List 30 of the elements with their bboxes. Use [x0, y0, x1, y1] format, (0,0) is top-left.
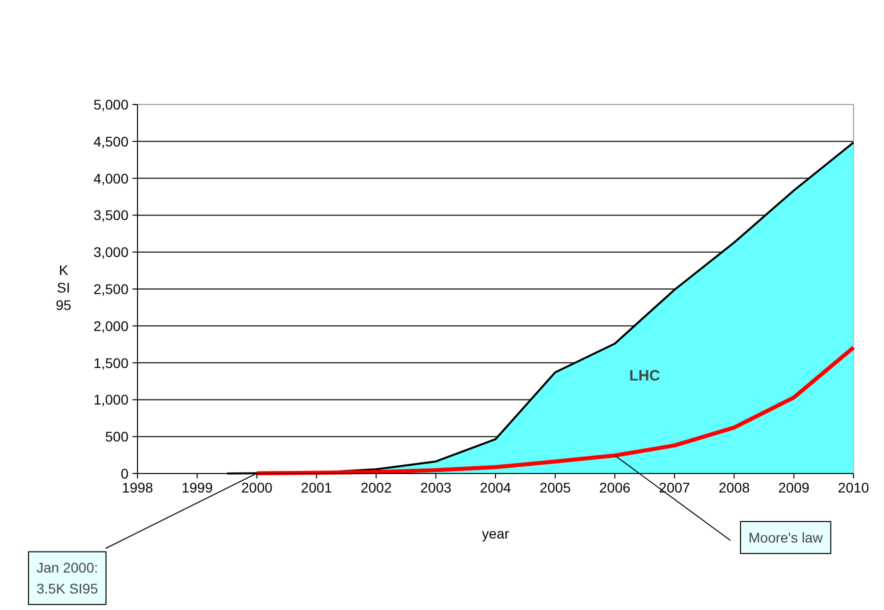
annotation: Jan 2000: 3.5K SI95 — [36, 560, 98, 596]
x-tick-label: 2007 — [658, 480, 690, 496]
y-tick-label: 1,500 — [93, 354, 129, 371]
x-tick-label: 2002 — [360, 480, 392, 496]
y-tick-label: 4,000 — [93, 170, 129, 186]
line-series — [254, 346, 856, 476]
y-tick-label: 5,000 — [93, 96, 129, 112]
series-label: LHC — [629, 368, 660, 385]
y-axis-title: K SI 95 — [56, 262, 72, 314]
x-tick-label: 1998 — [122, 480, 154, 496]
y-tick-label: 3,000 — [93, 244, 129, 260]
x-tick-label: 2009 — [778, 480, 810, 496]
y-tick-label: 1,000 — [93, 392, 129, 408]
y-tick-label: 0 — [120, 466, 129, 482]
x-tick-label: 2008 — [718, 480, 750, 496]
x-tick-label: 2003 — [420, 480, 452, 496]
text: Moore's law — [748, 530, 824, 546]
y-tick-label: 500 — [105, 428, 129, 445]
x-tick-label: 2004 — [480, 480, 512, 496]
x-tick-label: 2001 — [300, 480, 332, 496]
y-tick-label: 2,500 — [93, 281, 129, 297]
y-tick-label: 2,000 — [93, 318, 129, 334]
x-tick-label: 2010 — [838, 480, 870, 496]
x-tick-label: 2005 — [540, 480, 571, 496]
x-tick-label: 2000 — [241, 480, 273, 496]
y-tick-label: 3,500 — [93, 207, 129, 224]
x-axis-title: year — [482, 526, 510, 542]
y-tick-label: 4,500 — [93, 133, 129, 150]
x-tick-label: 1999 — [182, 480, 213, 496]
x-tick-label: 2006 — [599, 480, 631, 496]
